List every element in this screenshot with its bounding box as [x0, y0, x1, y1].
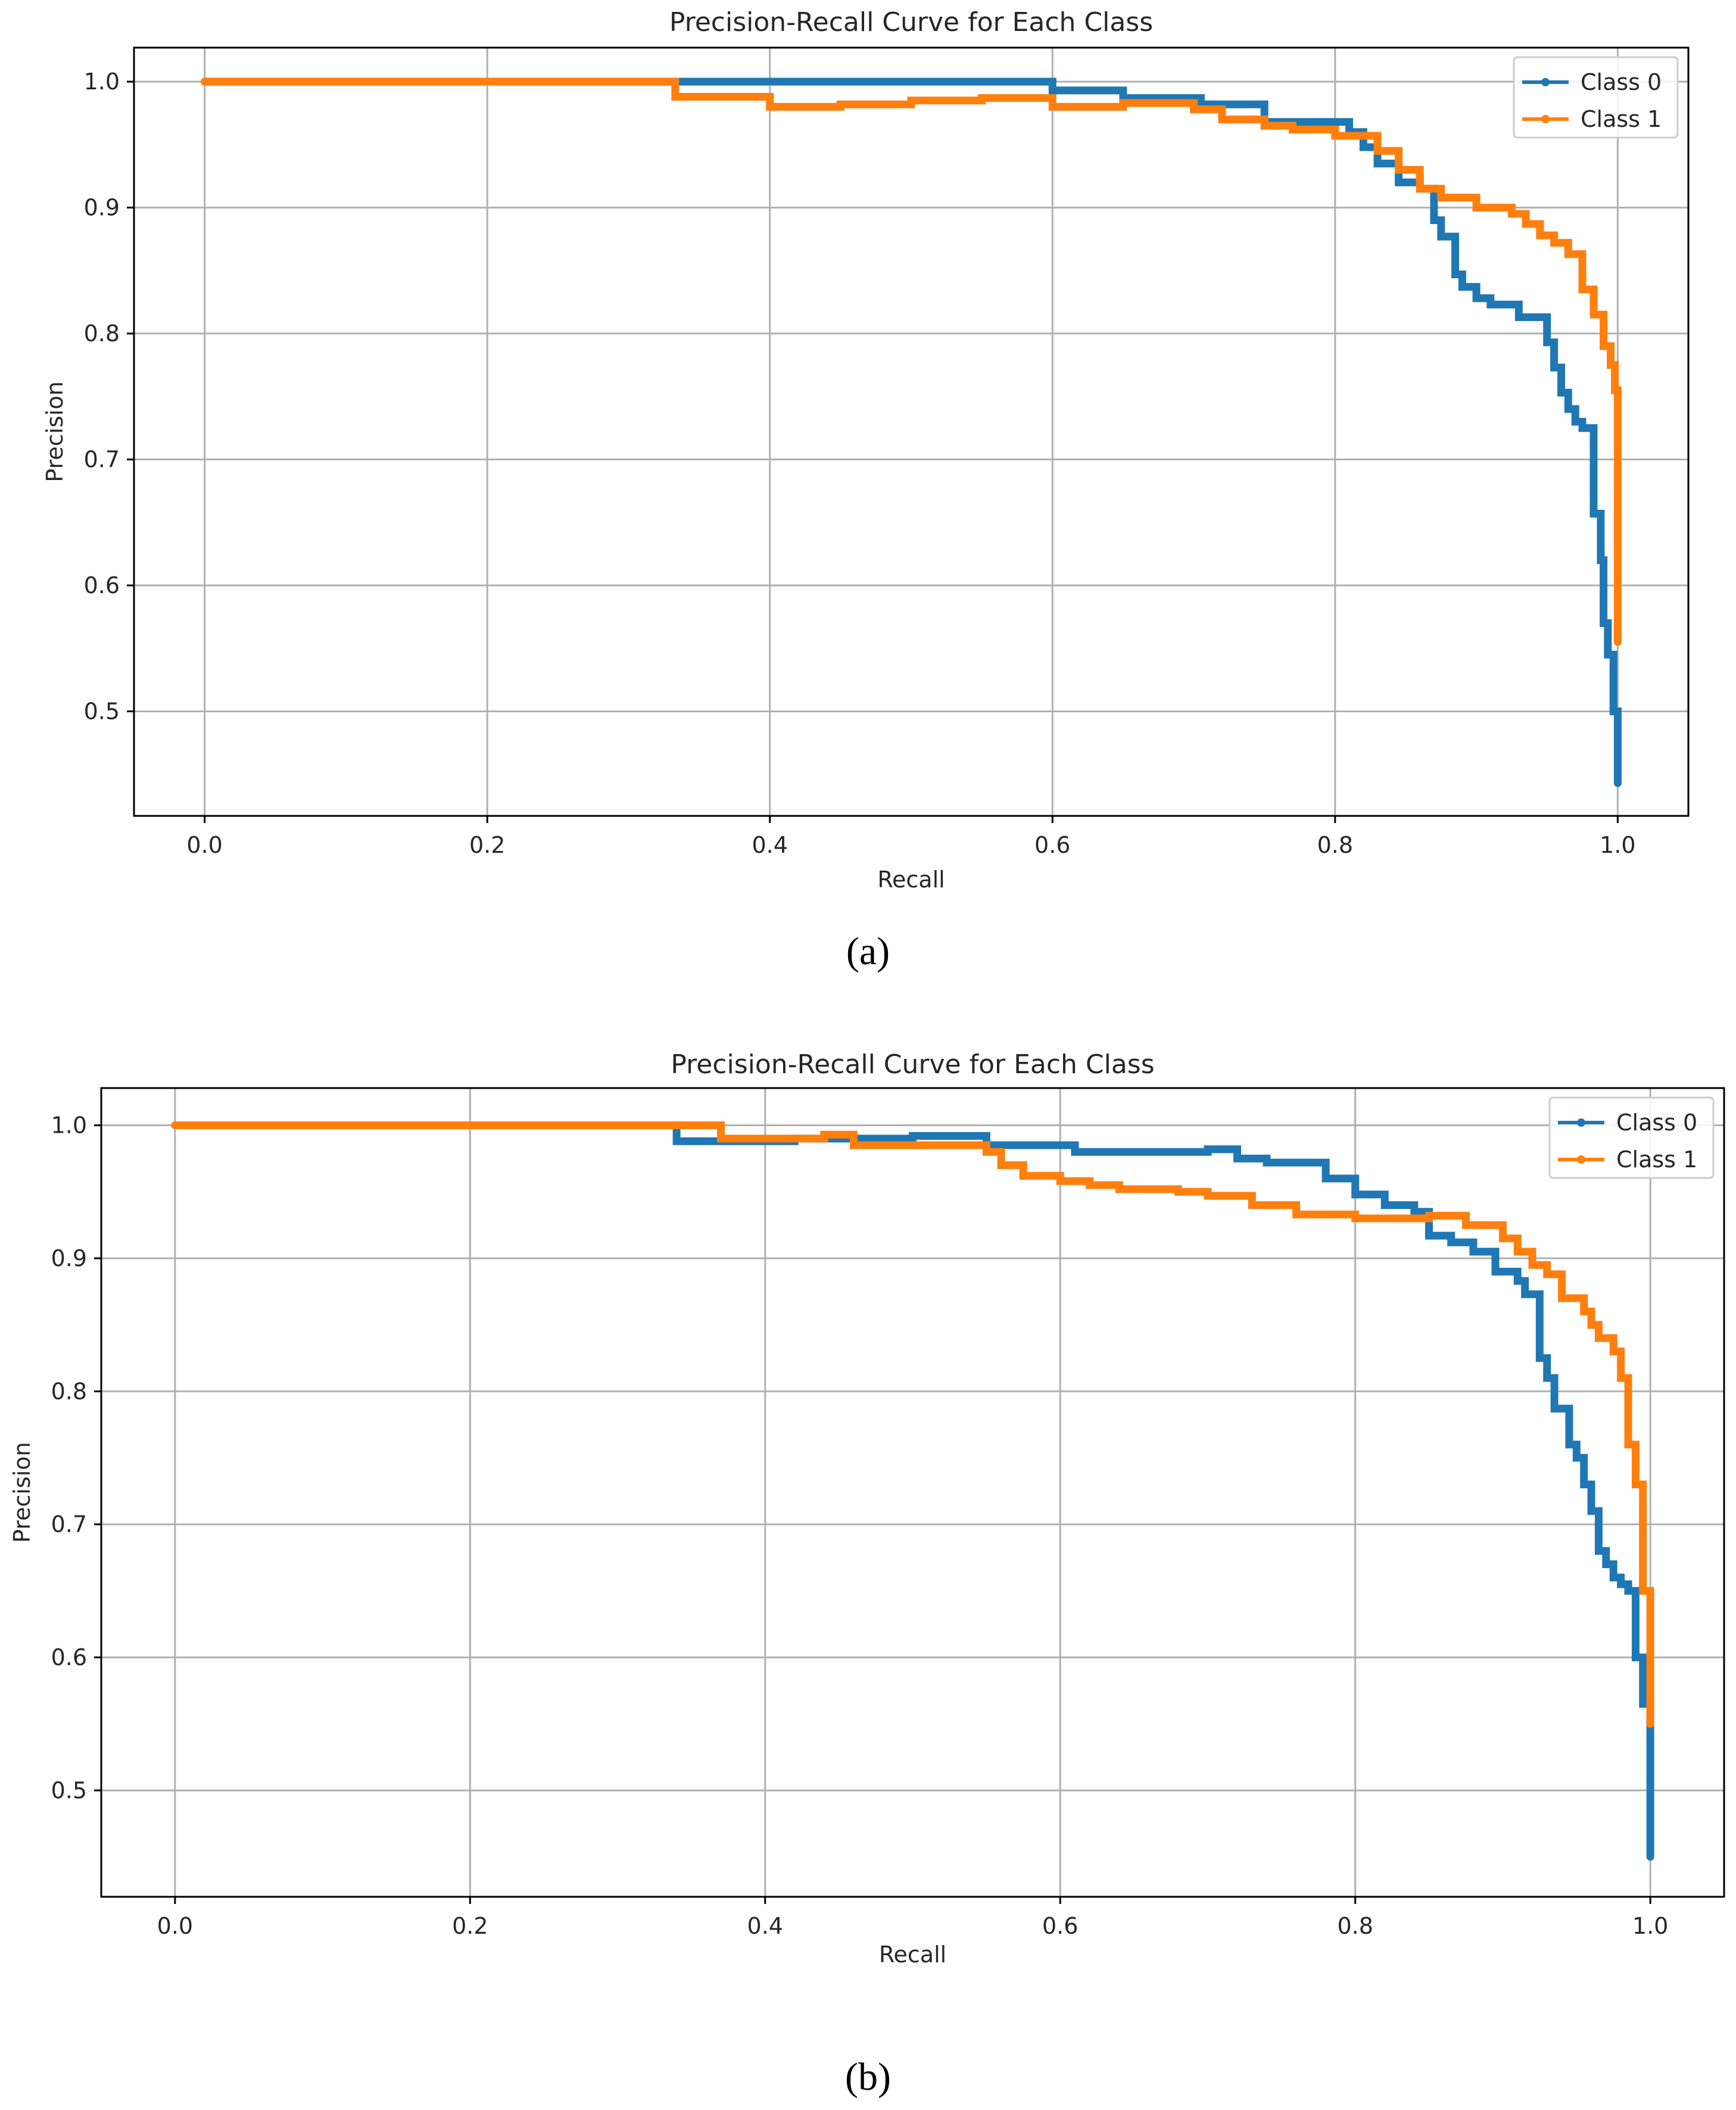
legend-label-class-1: Class 1	[1616, 1146, 1697, 1173]
y-tick-label: 0.6	[84, 572, 120, 599]
series-line-class-1	[171, 1121, 1654, 1728]
chart-title: Precision-Recall Curve for Each Class	[669, 7, 1153, 38]
x-tick-label: 0.6	[1042, 1913, 1078, 1939]
legend-label-class-1: Class 1	[1581, 106, 1662, 132]
y-axis-label: Precision	[42, 381, 68, 482]
y-tick-label: 0.8	[84, 320, 120, 347]
pr-chart-b: 0.0 0.2 0.4 0.6 0.8 1.0 0.5 0.6 0.7 0.8 0.9 1.0 Pre…	[9, 1049, 1725, 1968]
y-tick-label: 0.9	[84, 195, 120, 221]
series-line-class-0	[171, 1121, 1654, 1861]
series-line-class-0	[201, 77, 1622, 787]
chart-title: Precision-Recall Curve for Each Class	[671, 1049, 1154, 1080]
x-axis-label: Recall	[877, 867, 945, 893]
x-tick-label: 0.4	[747, 1913, 783, 1939]
legend-marker-class-1	[1577, 1155, 1585, 1164]
figure-b: 0.0 0.2 0.4 0.6 0.8 1.0 0.5 0.6 0.7 0.8 0.9 1.0 Pre…	[0, 1048, 1736, 2110]
legend-label-class-0: Class 0	[1581, 69, 1662, 95]
figure-a: 0.0 0.2 0.4 0.6 0.8 1.0 0.5 0.6 0.7 0.8 0.9 1.0 Pre…	[0, 0, 1736, 1012]
x-tick-label: 0.8	[1337, 1913, 1373, 1939]
y-tick-label: 1.0	[84, 68, 120, 95]
pr-chart-a: 0.0 0.2 0.4 0.6 0.8 1.0 0.5 0.6 0.7 0.8 0.9 1.0 Pre…	[42, 7, 1690, 893]
axes-frame	[133, 46, 1690, 817]
y-tick-label: 0.9	[51, 1245, 87, 1271]
x-tick-label: 0.8	[1317, 832, 1353, 858]
x-tick-label: 0.6	[1034, 832, 1070, 858]
y-tick-label: 0.7	[84, 447, 120, 473]
y-tick-label: 1.0	[51, 1112, 87, 1139]
x-axis-label: Recall	[879, 1941, 946, 1968]
x-tick-label: 1.0	[1600, 832, 1635, 858]
y-tick-label: 0.5	[84, 698, 120, 724]
legend-marker-class-0	[1541, 78, 1550, 86]
y-tick-label: 0.7	[51, 1511, 87, 1538]
x-tick-label: 1.0	[1632, 1913, 1668, 1939]
x-tick-label: 0.0	[186, 832, 222, 858]
legend: Class 0 Class 1	[1513, 56, 1679, 139]
series-line-class-1	[201, 77, 1622, 646]
legend: Class 0 Class 1	[1548, 1096, 1715, 1179]
caption-b: (b)	[845, 2055, 891, 2099]
x-tick-label: 0.4	[752, 832, 788, 858]
y-tick-label: 0.6	[51, 1644, 87, 1670]
legend-marker-class-1	[1541, 115, 1550, 123]
y-tick-label: 0.5	[51, 1777, 87, 1803]
legend-marker-class-0	[1577, 1118, 1585, 1127]
x-tick-label: 0.2	[452, 1913, 488, 1939]
caption-a: (a)	[846, 930, 890, 973]
y-axis-label: Precision	[9, 1442, 35, 1543]
y-tick-label: 0.8	[51, 1378, 87, 1404]
x-tick-label: 0.2	[469, 832, 505, 858]
x-tick-label: 0.0	[157, 1913, 193, 1939]
legend-label-class-0: Class 0	[1616, 1109, 1697, 1136]
axes-frame	[100, 1087, 1725, 1898]
